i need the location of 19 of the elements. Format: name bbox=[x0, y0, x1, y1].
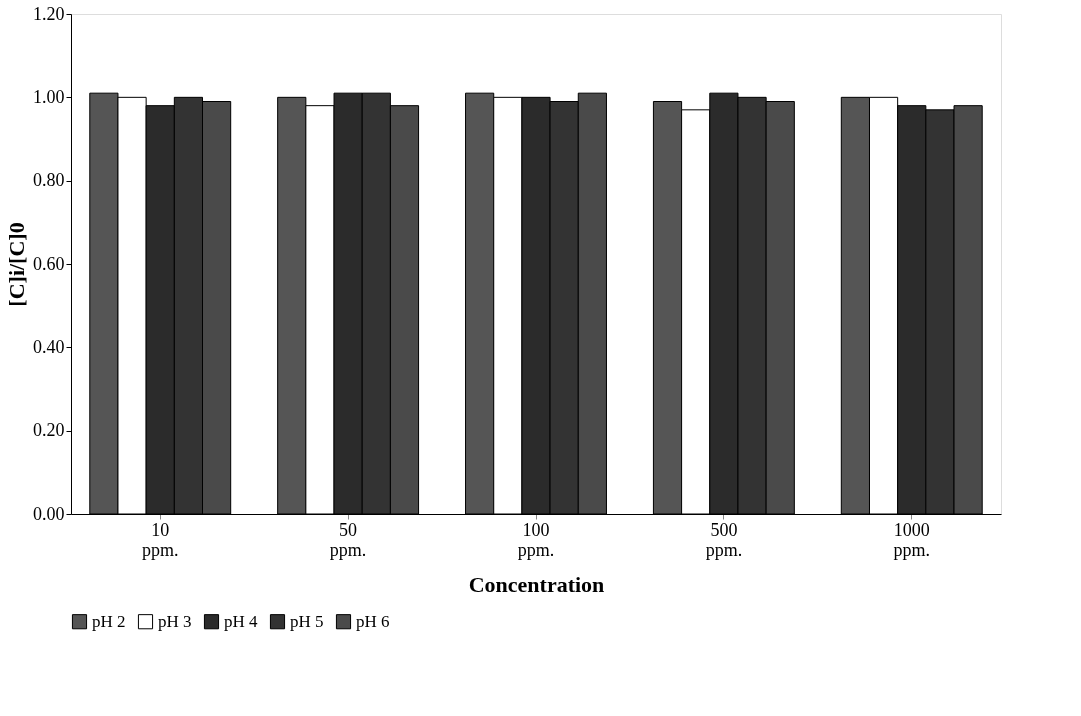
y-tick-label: 0.60 bbox=[33, 253, 65, 274]
legend-label: pH 5 bbox=[290, 611, 324, 631]
x-tick-label: 50 ppm. bbox=[329, 519, 367, 560]
y-tick-label: 0.00 bbox=[33, 503, 65, 524]
y-tick-label: 1.00 bbox=[33, 86, 65, 107]
x-tick-label: 100 ppm. bbox=[517, 519, 555, 560]
x-tick-label: 1000 ppm. bbox=[893, 519, 931, 560]
y-tick-label: 0.20 bbox=[33, 420, 65, 441]
x-axis-title: Concentration bbox=[468, 571, 605, 597]
x-tick-label: 10 ppm. bbox=[141, 519, 179, 560]
y-axis-title: [C]i/[C]0 bbox=[4, 222, 29, 307]
y-tick-label: 0.80 bbox=[33, 170, 65, 191]
y-tick-label: 0.40 bbox=[33, 336, 65, 357]
y-tick-label: 1.20 bbox=[33, 3, 65, 24]
legend-label: pH 3 bbox=[158, 611, 192, 631]
x-tick-label: 500 ppm. bbox=[705, 519, 743, 560]
legend-label: pH 2 bbox=[92, 611, 126, 631]
legend-label: pH 6 bbox=[356, 611, 390, 631]
legend-label: pH 4 bbox=[224, 611, 259, 631]
